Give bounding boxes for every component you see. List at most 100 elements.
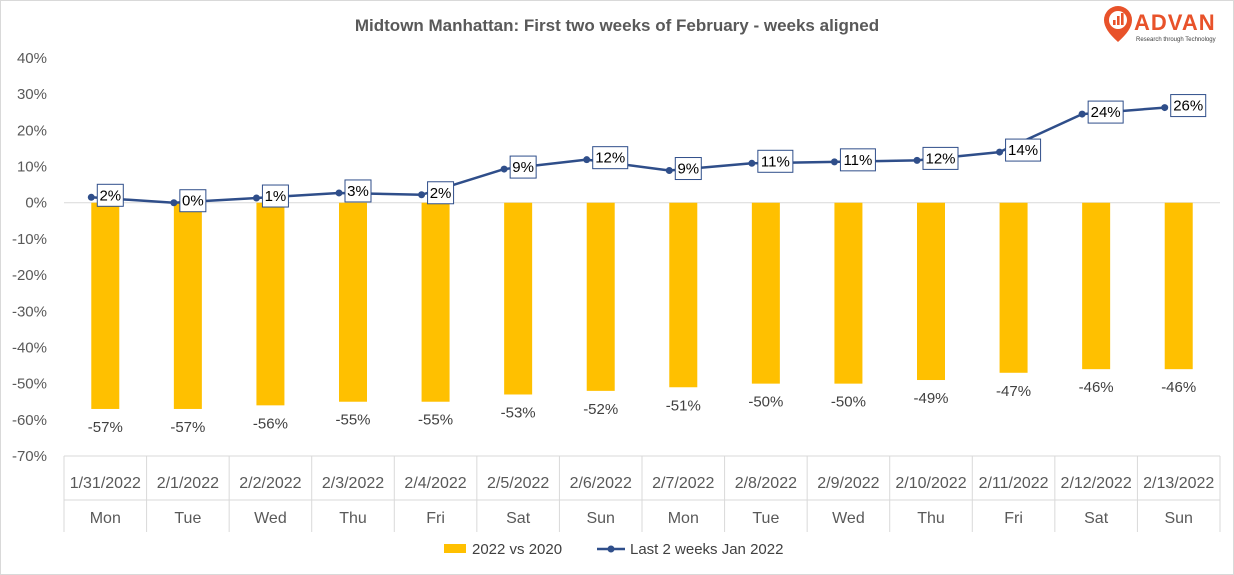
- line-point: [583, 156, 591, 164]
- line-data-label: 1%: [265, 188, 287, 205]
- y-axis: 40% 30% 20% 10% 0% -10% -20% -30% -40% -50% -60% -7…: [12, 50, 47, 465]
- line-label-box: [674, 157, 702, 181]
- legend-marker-line: [607, 545, 615, 553]
- advan-logo: ADVAN Research through Technology: [1104, 6, 1216, 43]
- bar-data-label: -51%: [666, 397, 701, 414]
- line-data-label: 14%: [1008, 142, 1038, 159]
- bar: [504, 202, 533, 395]
- line-point: [170, 199, 178, 207]
- x-tick-label-date: 2/2/2022: [239, 475, 301, 492]
- x-tick-label-day: Wed: [832, 510, 865, 527]
- line-data-label: 26%: [1173, 98, 1203, 115]
- y-tick-label: 20%: [17, 122, 47, 139]
- bar-data-label: -49%: [913, 390, 948, 407]
- bar: [421, 202, 450, 402]
- legend-label-bars: 2022 vs 2020: [472, 541, 562, 558]
- line-point: [748, 159, 756, 167]
- bar: [1164, 202, 1193, 370]
- x-tick-label-date: 2/7/2022: [652, 475, 714, 492]
- x-tick-label-date: 2/8/2022: [735, 475, 797, 492]
- bar-data-labels: -57% -57% -56% -55% -55% -53% -52% -51% -50% -50%…: [88, 379, 1196, 436]
- line-point: [418, 191, 426, 199]
- bar: [917, 202, 945, 381]
- x-tick-label-day: Fri: [426, 510, 445, 527]
- legend-swatch-bars: [444, 544, 466, 553]
- bar: [751, 202, 780, 384]
- bar: [669, 202, 698, 388]
- y-tick-label: -20%: [12, 267, 47, 284]
- bar: [586, 202, 615, 391]
- line-point: [500, 165, 508, 173]
- y-tick-label: -30%: [12, 303, 47, 320]
- bar: [256, 202, 285, 406]
- bar-data-label: -53%: [501, 404, 536, 421]
- line-label-box: [839, 148, 876, 172]
- map-pin-chart-icon: [1104, 6, 1132, 42]
- line-data-label: 24%: [1091, 104, 1121, 121]
- x-tick-label-day: Fri: [1004, 510, 1023, 527]
- line-label-box: [179, 189, 207, 213]
- line-label-box: [261, 184, 289, 208]
- line-data-labels: 2% 0% 1% 3% 2% 9% 12% 9% 11% 11% 12% 14% 24% 26%: [96, 94, 1207, 213]
- bar-data-label: -52%: [583, 401, 618, 418]
- bar-data-label: -56%: [253, 415, 288, 432]
- line-data-label: 2%: [430, 185, 452, 202]
- x-tick-label-date: 2/9/2022: [817, 475, 879, 492]
- line-label-box: [757, 149, 794, 173]
- line-label-box: [1005, 138, 1042, 162]
- y-tick-label: 40%: [17, 50, 47, 67]
- line-point: [913, 156, 921, 164]
- x-tick-label-date: 2/3/2022: [322, 475, 384, 492]
- bar: [1082, 202, 1111, 370]
- y-tick-label: -40%: [12, 339, 47, 356]
- line-label-box: [344, 179, 372, 203]
- line-data-label: 11%: [761, 153, 790, 170]
- x-tick-label-day: Tue: [174, 510, 201, 527]
- legend-label-line: Last 2 weeks Jan 2022: [630, 541, 783, 558]
- chart-title: Midtown Manhattan: First two weeks of Fe…: [355, 16, 879, 35]
- bar-data-label: -47%: [996, 383, 1031, 400]
- bar-data-label: -46%: [1079, 379, 1114, 396]
- x-tick-label-date: 2/1/2022: [157, 475, 219, 492]
- logo-text: ADVAN: [1134, 10, 1216, 35]
- legend: 2022 vs 2020 Last 2 weeks Jan 2022: [444, 541, 783, 558]
- line-label-box: [96, 183, 124, 207]
- x-tick-label-date: 2/10/2022: [895, 475, 966, 492]
- line-data-label: 12%: [595, 150, 625, 167]
- x-tick-label-day: Tue: [752, 510, 779, 527]
- logo-tagline: Research through Technology: [1136, 37, 1216, 43]
- y-tick-label: 10%: [17, 159, 47, 176]
- line-label-box: [1170, 94, 1207, 118]
- line-data-label: 12%: [925, 150, 955, 167]
- bar-data-label: -57%: [170, 419, 205, 436]
- x-tick-label-day: Mon: [90, 510, 121, 527]
- bar-series: [91, 202, 1193, 409]
- y-tick-label: -10%: [12, 231, 47, 248]
- bar-data-label: -55%: [418, 412, 453, 429]
- x-tick-label-date: 2/11/2022: [979, 475, 1049, 492]
- x-tick-label-day: Sun: [586, 510, 614, 527]
- x-tick-label-day: Mon: [668, 510, 699, 527]
- line-point: [996, 148, 1004, 156]
- x-tick-label-day: Thu: [917, 510, 945, 527]
- line-point: [1078, 110, 1086, 118]
- x-tick-label-date: 1/31/2022: [70, 475, 141, 492]
- bar-data-label: -55%: [335, 412, 370, 429]
- bar-data-label: -57%: [88, 419, 123, 436]
- y-tick-label: 0%: [25, 195, 47, 212]
- x-tick-label-date: 2/12/2022: [1061, 475, 1132, 492]
- line-label-box: [509, 155, 537, 179]
- y-tick-label: -50%: [12, 376, 47, 393]
- line-label-box: [592, 146, 629, 170]
- bar: [999, 202, 1028, 373]
- line-data-label: 11%: [843, 152, 872, 169]
- bar-data-label: -50%: [748, 394, 783, 411]
- x-tick-label-date: 2/6/2022: [570, 475, 632, 492]
- x-tick-label-day: Sun: [1164, 510, 1192, 527]
- bar: [834, 202, 863, 384]
- line-point: [335, 189, 343, 197]
- line-point: [87, 193, 95, 201]
- x-tick-label-date: 2/4/2022: [404, 475, 466, 492]
